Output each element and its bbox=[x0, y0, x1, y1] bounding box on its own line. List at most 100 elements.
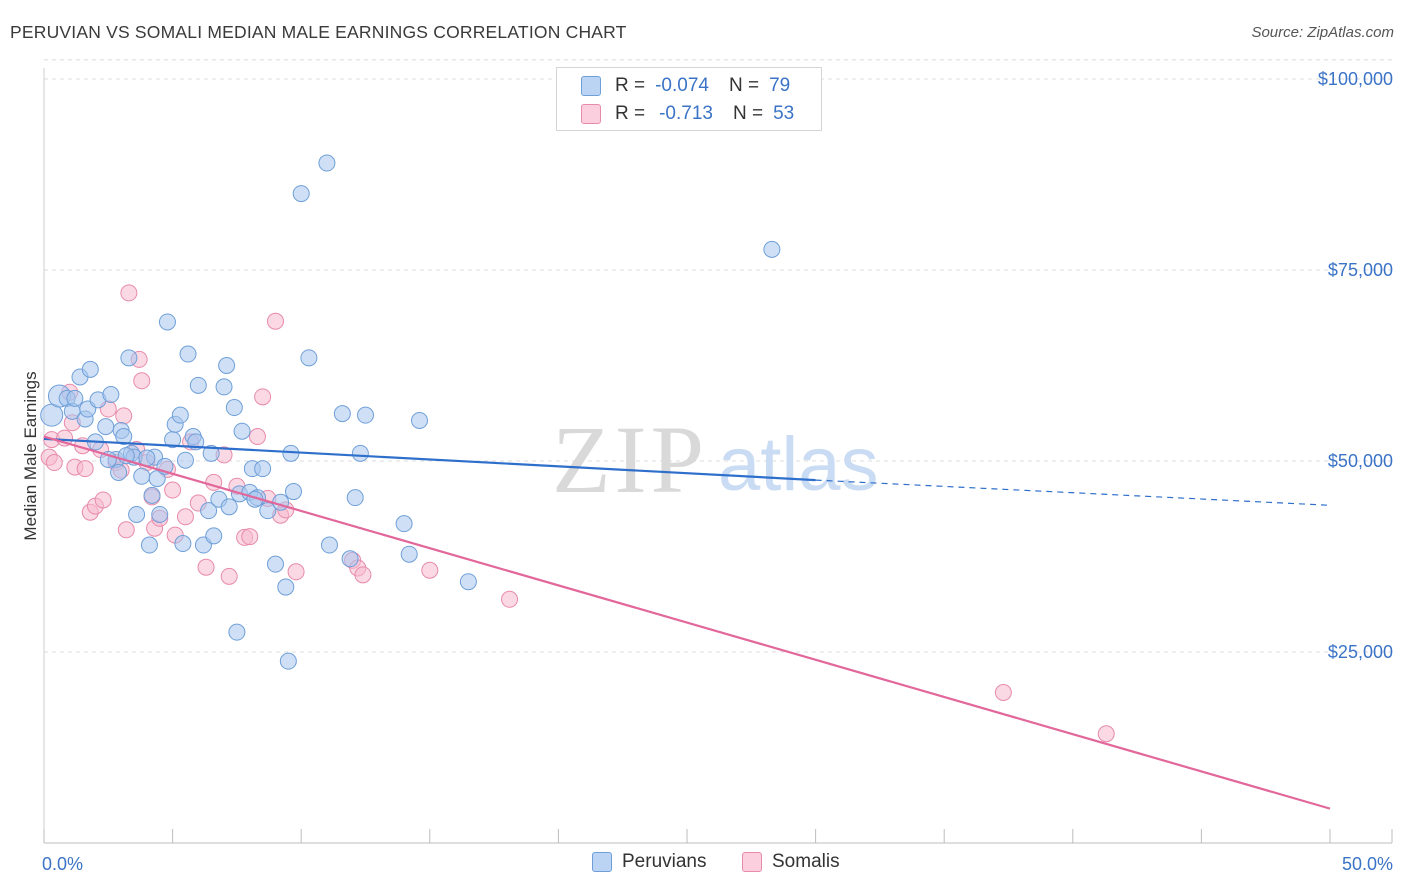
bottom-legend-somalis: Somalis bbox=[742, 851, 840, 873]
peruvian-point bbox=[228, 623, 246, 641]
bottom-peruvians-swatch bbox=[592, 852, 612, 872]
peruvian-point bbox=[279, 652, 297, 670]
peruvian-point bbox=[233, 422, 251, 440]
y-tick-label: $100,000 bbox=[1318, 69, 1393, 89]
peruvian-point bbox=[395, 515, 413, 533]
peruvians-n-label: N = bbox=[728, 75, 760, 96]
peruvian-point bbox=[277, 578, 295, 596]
y-tick-label: $75,000 bbox=[1328, 260, 1393, 280]
correlation-legend: R = -0.074 N = 79 R = -0.713 N = 53 bbox=[556, 67, 822, 131]
somali-point bbox=[94, 491, 112, 509]
somali-point bbox=[176, 508, 194, 526]
somali-point bbox=[133, 372, 151, 390]
somali-point bbox=[248, 428, 266, 446]
peruvian-point bbox=[179, 345, 197, 363]
peruvian-point bbox=[205, 527, 223, 545]
peruvian-point bbox=[220, 498, 238, 516]
legend-row-somalis: R = -0.713 N = 53 bbox=[581, 100, 794, 128]
peruvian-point bbox=[763, 240, 781, 258]
bottom-peruvians-label: Peruvians bbox=[622, 851, 707, 872]
somali-point bbox=[241, 528, 259, 546]
bottom-legend-peruvians: Peruvians bbox=[592, 851, 707, 873]
grid-layer bbox=[44, 59, 1392, 653]
peruvian-point bbox=[266, 555, 284, 573]
peruvian-point bbox=[200, 502, 218, 520]
somali-point bbox=[354, 566, 372, 584]
peruvian-point bbox=[333, 405, 351, 423]
somali-point bbox=[117, 521, 135, 539]
peruvians-r-label: R = bbox=[615, 75, 646, 96]
somali-point bbox=[287, 563, 305, 581]
peruvian-point bbox=[133, 467, 151, 485]
peruvian-point bbox=[259, 502, 277, 520]
peruvian-point bbox=[143, 486, 161, 504]
peruvian-point bbox=[318, 154, 336, 172]
somali-point bbox=[220, 567, 238, 585]
peruvian-point bbox=[158, 313, 176, 331]
somali-point bbox=[254, 388, 272, 406]
peruvian-point bbox=[97, 418, 115, 436]
peruvian-point bbox=[346, 489, 364, 507]
peruvian-point bbox=[357, 406, 374, 424]
peruvian-point bbox=[284, 483, 302, 501]
somali-point bbox=[994, 683, 1012, 701]
somalis-n-label: N = bbox=[732, 103, 764, 124]
peruvian-point bbox=[254, 460, 272, 478]
somali-point bbox=[164, 481, 182, 499]
peruvian-point bbox=[110, 463, 128, 481]
somali-point bbox=[266, 312, 284, 330]
peruvian-point bbox=[128, 505, 146, 523]
somali-point bbox=[501, 590, 519, 608]
peruvian-point bbox=[300, 349, 318, 367]
somalis-r-label: R = bbox=[615, 103, 646, 124]
peruvians-swatch bbox=[581, 76, 601, 96]
somali-point bbox=[197, 558, 215, 576]
peruvian-point bbox=[148, 470, 166, 488]
chart-title: PERUVIAN VS SOMALI MEDIAN MALE EARNINGS … bbox=[10, 22, 627, 42]
peruvian-point bbox=[174, 535, 192, 553]
y-axis-title: Median Male Earnings bbox=[21, 371, 40, 540]
somali-point bbox=[1097, 725, 1115, 743]
watermark: ZIP atlas bbox=[552, 406, 879, 513]
peruvians-r-value: -0.074 bbox=[655, 75, 709, 96]
peruvian-point bbox=[115, 428, 133, 446]
peruvians-trend-line bbox=[43, 437, 816, 482]
trend-layer bbox=[43, 435, 1331, 810]
peruvian-point bbox=[66, 389, 84, 407]
bottom-somalis-swatch bbox=[742, 852, 762, 872]
watermark-atlas: atlas bbox=[718, 422, 879, 507]
somali-point bbox=[120, 284, 138, 302]
peruvian-point bbox=[400, 545, 418, 563]
peruvian-point bbox=[411, 412, 429, 430]
peruvian-point bbox=[140, 536, 158, 554]
peruvian-point bbox=[351, 444, 369, 462]
peruvian-point bbox=[202, 444, 220, 462]
y-tick-label: $50,000 bbox=[1328, 451, 1393, 471]
somalis-r-value: -0.713 bbox=[659, 103, 713, 124]
peruvian-point bbox=[292, 185, 310, 203]
legend-row-peruvians: R = -0.074 N = 79 bbox=[581, 72, 790, 100]
peruvian-point bbox=[176, 451, 194, 469]
peruvian-point bbox=[102, 386, 120, 404]
peruvian-point bbox=[189, 376, 207, 394]
somali-point bbox=[115, 407, 133, 425]
peruvian-point bbox=[215, 378, 233, 396]
label-layer: $25,000 $50,000 $75,000 $100,000 0.0% 50.0% bbox=[42, 69, 1393, 874]
somalis-swatch bbox=[581, 104, 601, 124]
x-tick-label: 0.0% bbox=[42, 854, 83, 874]
x-tick-label: 50.0% bbox=[1342, 854, 1393, 874]
y-tick-label: $25,000 bbox=[1328, 642, 1393, 662]
peruvian-point bbox=[320, 536, 338, 554]
peruvian-point bbox=[341, 550, 359, 568]
somali-point bbox=[76, 460, 94, 478]
peruvians-trend-extension bbox=[815, 479, 1331, 506]
peruvians-n-value: 79 bbox=[769, 75, 791, 96]
peruvian-point bbox=[218, 357, 236, 374]
somali-point bbox=[421, 561, 439, 579]
peruvian-point bbox=[459, 573, 477, 591]
source-label: Source: ZipAtlas.com bbox=[1251, 24, 1394, 41]
somalis-n-value: 53 bbox=[773, 103, 795, 124]
bottom-somalis-label: Somalis bbox=[772, 851, 840, 872]
peruvian-point bbox=[120, 349, 138, 367]
